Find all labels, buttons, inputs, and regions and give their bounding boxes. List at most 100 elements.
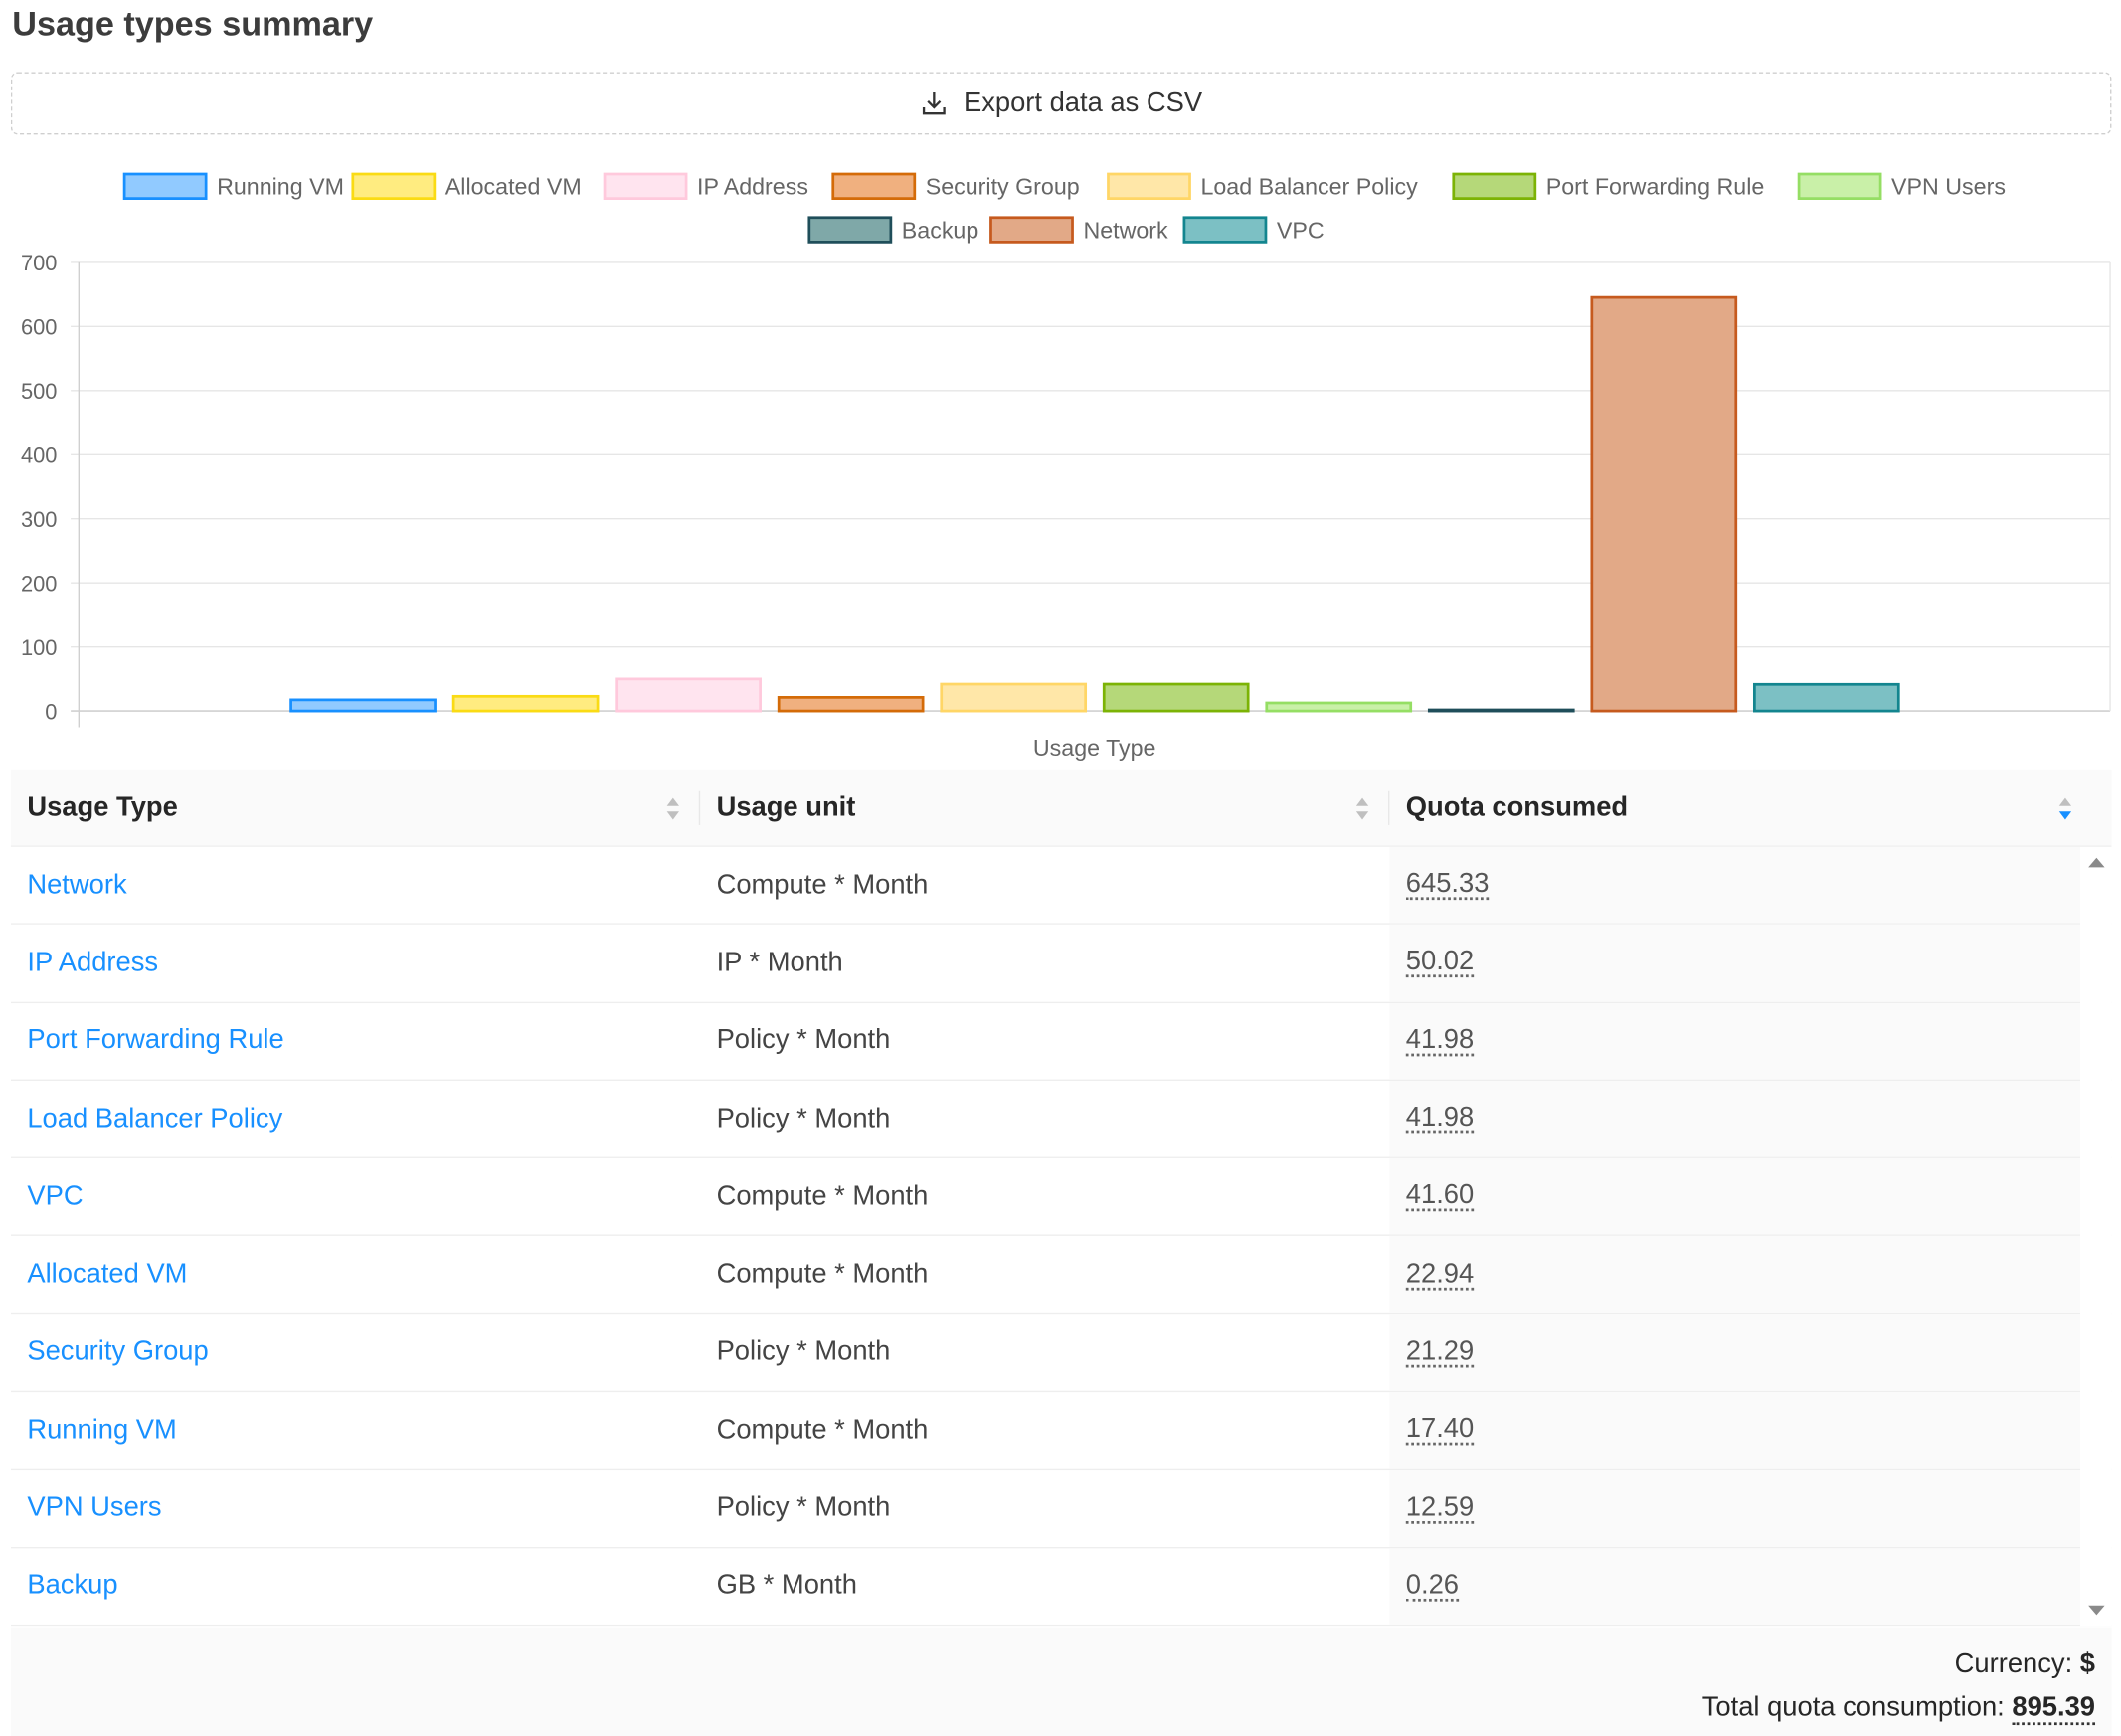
scroll-up-icon[interactable] [2088, 857, 2105, 868]
usage-type-link[interactable]: Port Forwarding Rule [27, 1025, 284, 1056]
currency-value: $ [2079, 1649, 2096, 1679]
legend-swatch [1107, 172, 1191, 200]
usage-type-link[interactable]: IP Address [27, 947, 159, 978]
total-label: Total quota consumption: [1701, 1692, 2005, 1723]
legend-item-backup[interactable]: Backup [807, 216, 979, 244]
quota-consumed-cell: 0.26 [1389, 1547, 2080, 1625]
legend-label: Backup [902, 217, 979, 243]
usage-unit-cell: Compute * Month [716, 1259, 929, 1290]
y-tick-label: 600 [21, 315, 57, 340]
download-icon [922, 91, 946, 115]
usage-unit-cell: Policy * Month [716, 1492, 891, 1523]
usage-table: Usage Type Usage unit Quota consumed [10, 769, 2112, 1627]
usage-type-cell: Security Group [11, 1314, 700, 1391]
usage-unit-cell: GB * Month [716, 1570, 857, 1601]
y-axis-ticks: 0 100 200 300 400 500 600 700 [21, 251, 57, 724]
export-csv-label: Export data as CSV [963, 87, 1203, 118]
usage-unit-cell: Policy * Month [716, 1336, 891, 1367]
table-row: Allocated VM Compute * Month 22.94 [10, 1236, 2112, 1314]
legend-item-ip-address[interactable]: IP Address [603, 172, 808, 200]
bar-ip-address[interactable] [615, 677, 762, 713]
export-csv-button[interactable]: Export data as CSV [10, 72, 2112, 135]
legend-item-vpn-users[interactable]: VPN Users [1797, 172, 2006, 200]
legend-item-security-group[interactable]: Security Group [831, 172, 1080, 200]
table-body[interactable]: Network Compute * Month 645.33 IP Address IP… [10, 846, 2112, 1627]
bar-load-balancer-policy[interactable] [940, 682, 1088, 713]
legend-label: Network [1083, 217, 1168, 243]
bar-security-group[interactable] [777, 696, 925, 713]
column-title: Usage unit [716, 792, 856, 823]
legend-swatch [1797, 172, 1882, 200]
quota-value: 22.94 [1405, 1258, 1475, 1291]
usage-unit-cell: Compute * Month [716, 1414, 929, 1446]
quota-value: 41.60 [1405, 1180, 1475, 1212]
legend-label: Allocated VM [445, 174, 582, 200]
table-row: VPN Users Policy * Month 12.59 [10, 1470, 2112, 1548]
sort-icon[interactable] [1354, 795, 1370, 822]
quota-consumed-cell: 17.40 [1389, 1392, 2080, 1470]
page-title: Usage types summary [12, 5, 374, 44]
column-header-usage-type[interactable]: Usage Type [11, 770, 701, 847]
quota-value: 50.02 [1405, 947, 1475, 978]
bar-allocated-vm[interactable] [451, 694, 600, 713]
legend-item-network[interactable]: Network [989, 216, 1168, 244]
currency-label: Currency: [1954, 1649, 2073, 1679]
legend-swatch [807, 216, 893, 244]
table-row: Load Balancer Policy Policy * Month 41.98 [10, 1080, 2112, 1159]
chart-legend: Running VM Allocated VM IP Address Security… [122, 172, 2006, 244]
quota-consumed-cell: 41.60 [1389, 1158, 2080, 1236]
bar-vpn-users[interactable] [1265, 701, 1413, 713]
legend-swatch [831, 172, 917, 200]
column-header-usage-unit[interactable]: Usage unit [700, 770, 1390, 847]
y-tick-label: 300 [21, 507, 57, 532]
usage-type-cell: Allocated VM [11, 1237, 700, 1313]
chart-bars [289, 295, 1900, 713]
legend-label: Security Group [926, 174, 1080, 200]
usage-type-link[interactable]: Network [27, 869, 127, 900]
usage-type-link[interactable]: Load Balancer Policy [27, 1103, 283, 1133]
bar-vpc[interactable] [1752, 682, 1900, 713]
bar-backup[interactable] [1427, 708, 1575, 713]
legend-label: IP Address [697, 174, 808, 200]
usage-type-link[interactable]: Backup [27, 1570, 118, 1601]
usage-type-cell: IP Address [11, 925, 700, 1001]
table-scrollbar[interactable] [2079, 846, 2112, 1627]
sort-icon[interactable] [665, 795, 681, 822]
y-tick-label: 100 [21, 635, 57, 660]
legend-label: Load Balancer Policy [1200, 174, 1418, 200]
table-row: Port Forwarding Rule Policy * Month 41.98 [10, 1002, 2112, 1081]
legend-item-port-forwarding-rule[interactable]: Port Forwarding Rule [1452, 172, 1765, 200]
usage-unit-cell: Compute * Month [716, 1180, 929, 1212]
usage-type-link[interactable]: VPC [27, 1180, 84, 1212]
usage-bar-chart: Running VM Allocated VM IP Address Security… [21, 172, 2111, 761]
quota-consumed-cell: 41.98 [1389, 1080, 2080, 1157]
sort-descending-icon[interactable] [2057, 795, 2073, 822]
quota-value: 645.33 [1405, 868, 1490, 901]
usage-type-cell: Backup [11, 1548, 700, 1625]
usage-type-link[interactable]: VPN Users [27, 1492, 162, 1523]
legend-item-vpc[interactable]: VPC [1182, 216, 1325, 244]
column-header-quota-consumed[interactable]: Quota consumed [1389, 770, 2111, 847]
usage-type-cell: Running VM [11, 1392, 700, 1469]
usage-type-cell: Network [11, 847, 700, 924]
usage-type-link[interactable]: Security Group [27, 1336, 209, 1367]
y-tick-label: 0 [45, 699, 57, 724]
bar-port-forwarding-rule[interactable] [1102, 682, 1250, 713]
bar-network[interactable] [1590, 295, 1738, 713]
usage-type-link[interactable]: Allocated VM [27, 1259, 188, 1290]
usage-unit-cell: Policy * Month [716, 1025, 891, 1056]
total-value: 895.39 [2012, 1692, 2096, 1726]
usage-unit-cell: IP * Month [716, 947, 843, 978]
legend-swatch [351, 172, 437, 200]
legend-item-running-vm[interactable]: Running VM [122, 172, 344, 200]
y-tick-label: 500 [21, 379, 57, 404]
table-row: VPC Compute * Month 41.60 [10, 1158, 2112, 1237]
legend-swatch [603, 172, 688, 200]
legend-item-allocated-vm[interactable]: Allocated VM [351, 172, 582, 200]
bar-running-vm[interactable] [289, 698, 437, 713]
scroll-down-icon[interactable] [2088, 1605, 2105, 1616]
usage-type-cell: Load Balancer Policy [11, 1081, 700, 1157]
usage-type-link[interactable]: Running VM [27, 1414, 177, 1446]
legend-item-load-balancer-policy[interactable]: Load Balancer Policy [1107, 172, 1418, 200]
table-row: Security Group Policy * Month 21.29 [10, 1313, 2112, 1393]
